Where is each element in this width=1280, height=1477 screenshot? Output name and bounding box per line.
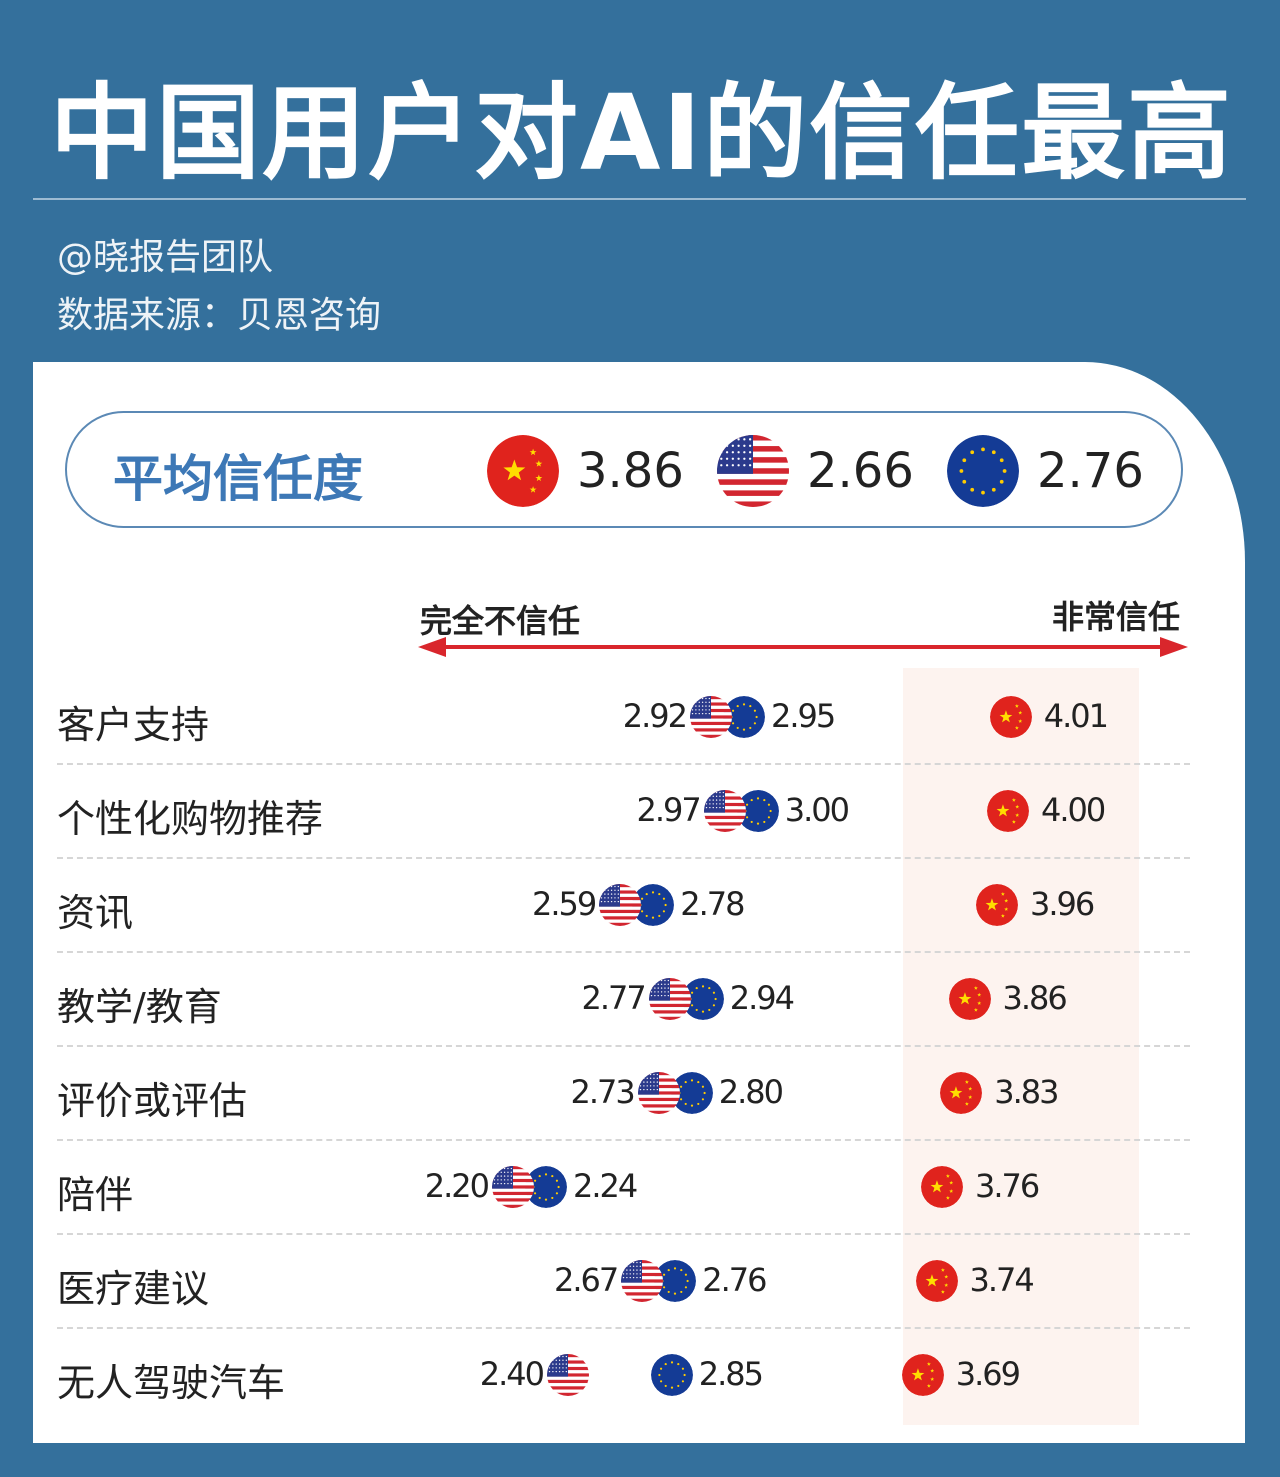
eu-value-label: 2.78 xyxy=(680,885,745,923)
trust-axis-arrow xyxy=(418,637,1188,657)
us-point xyxy=(690,696,732,738)
eu-point xyxy=(525,1166,567,1208)
china-value-label: 3.69 xyxy=(955,1355,1021,1393)
eu-flag-icon xyxy=(947,435,1019,507)
us-value-label: 2.92 xyxy=(622,697,688,735)
category-row: 教学/教育 2.77 2.94 3.86 xyxy=(0,952,1280,1047)
row-separator xyxy=(57,1139,1190,1141)
eu-value-label: 2.95 xyxy=(771,697,836,735)
eu-point xyxy=(736,790,779,832)
china-point xyxy=(901,1354,944,1396)
china-point xyxy=(989,696,1032,738)
average-value: 2.76 xyxy=(1037,443,1144,499)
china-point xyxy=(940,1072,983,1114)
china-point xyxy=(987,790,1029,832)
eu-point xyxy=(650,1354,693,1396)
row-separator xyxy=(57,1233,1190,1235)
china-value-label: 4.00 xyxy=(1041,791,1106,829)
us-point xyxy=(599,884,642,926)
us-point xyxy=(637,1072,680,1114)
divider xyxy=(33,198,1246,200)
eu-value-label: 3.00 xyxy=(784,791,850,829)
china-value-label: 3.76 xyxy=(975,1167,1040,1205)
china-value-label: 3.86 xyxy=(1002,979,1068,1017)
category-label: 客户支持 xyxy=(57,703,210,747)
us-value-label: 2.40 xyxy=(479,1355,545,1393)
row-separator xyxy=(57,763,1190,765)
average-value: 3.86 xyxy=(577,443,684,499)
china-point xyxy=(948,978,991,1020)
us-flag-icon xyxy=(717,435,789,507)
average-usa: 2.66 xyxy=(717,435,914,507)
eu-value-label: 2.80 xyxy=(718,1073,784,1111)
category-label: 资讯 xyxy=(57,891,134,935)
category-label: 个性化购物推荐 xyxy=(57,797,324,841)
us-value-label: 2.77 xyxy=(581,979,647,1017)
category-label: 医疗建议 xyxy=(57,1267,210,1311)
source: 数据来源：贝恩咨询 xyxy=(57,295,382,336)
average-trust-box: 平均信任度 3.86 2.66 2.76 xyxy=(65,411,1183,528)
row-separator xyxy=(57,1045,1190,1047)
category-row: 医疗建议 2.67 2.76 3.74 xyxy=(0,1234,1280,1329)
row-separator xyxy=(57,1327,1190,1329)
author: @晓报告团队 xyxy=(57,237,274,278)
category-row: 陪伴 2.20 2.24 3.76 xyxy=(0,1140,1280,1235)
china-value-label: 4.01 xyxy=(1043,697,1109,735)
average-label: 平均信任度 xyxy=(113,450,363,508)
us-value-label: 2.20 xyxy=(424,1167,490,1205)
us-point xyxy=(621,1260,664,1302)
us-point xyxy=(492,1166,534,1208)
category-label: 教学/教育 xyxy=(57,985,222,1029)
us-point xyxy=(648,978,691,1020)
eu-point xyxy=(670,1072,713,1114)
average-value: 2.66 xyxy=(807,443,914,499)
us-value-label: 2.59 xyxy=(532,885,597,923)
average-china: 3.86 xyxy=(487,435,684,507)
us-value-label: 2.73 xyxy=(570,1073,636,1111)
category-label: 无人驾驶汽车 xyxy=(57,1361,286,1405)
eu-point xyxy=(654,1260,697,1302)
row-separator xyxy=(57,857,1190,859)
us-value-label: 2.67 xyxy=(554,1261,619,1299)
eu-value-label: 2.85 xyxy=(698,1355,764,1393)
eu-value-label: 2.76 xyxy=(702,1261,767,1299)
us-point xyxy=(703,790,746,832)
category-label: 评价或评估 xyxy=(57,1079,248,1123)
eu-value-label: 2.24 xyxy=(573,1167,638,1205)
row-separator xyxy=(57,951,1190,953)
category-row: 评价或评估 2.73 2.80 3.83 xyxy=(0,1046,1280,1141)
page-title: 中国用户对AI的信任最高 xyxy=(50,72,1234,194)
china-point xyxy=(921,1166,963,1208)
category-row: 客户支持 2.92 2.95 4.01 xyxy=(0,670,1280,765)
eu-point xyxy=(681,978,724,1020)
axis-left-label: 完全不信任 xyxy=(420,602,581,640)
category-row: 个性化购物推荐 2.97 3.00 4.00 xyxy=(0,764,1280,859)
category-row: 资讯 2.59 2.78 3.96 xyxy=(0,858,1280,953)
us-value-label: 2.97 xyxy=(636,791,702,829)
china-value-label: 3.83 xyxy=(994,1073,1059,1111)
china-value-label: 3.74 xyxy=(969,1261,1035,1299)
china-point xyxy=(915,1260,958,1302)
china-point xyxy=(976,884,1018,926)
axis-right-label: 非常信任 xyxy=(1052,598,1181,636)
category-row: 无人驾驶汽车 2.40 2.85 3.69 xyxy=(0,1328,1280,1422)
eu-point xyxy=(632,884,675,926)
china-value-label: 3.96 xyxy=(1030,885,1095,923)
eu-value-label: 2.94 xyxy=(729,979,795,1017)
category-label: 陪伴 xyxy=(57,1173,134,1217)
average-eu: 2.76 xyxy=(947,435,1144,507)
china-flag-icon xyxy=(487,435,559,507)
us-point xyxy=(547,1354,589,1396)
